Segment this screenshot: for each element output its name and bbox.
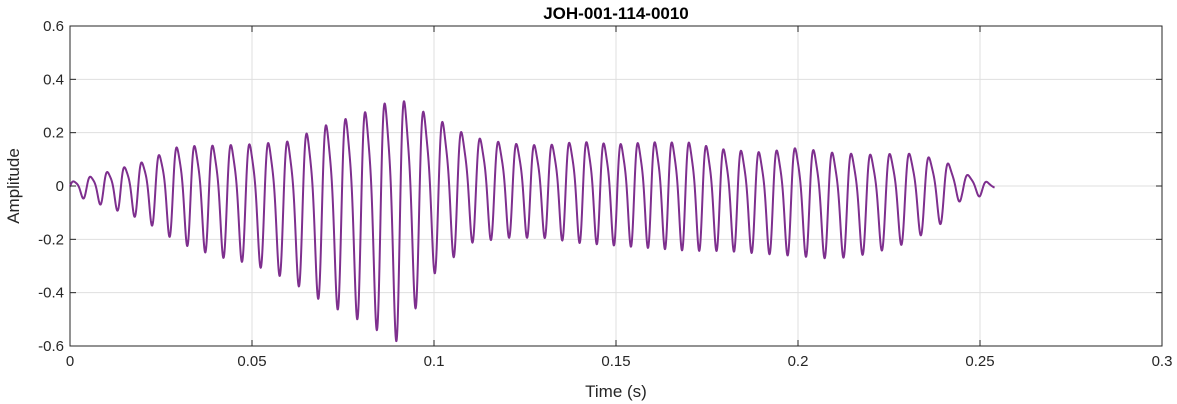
x-axis-label: Time (s) (585, 382, 647, 401)
x-tick-label: 0.3 (1152, 353, 1173, 370)
y-axis-label: Amplitude (4, 148, 23, 224)
y-tick-label: -0.4 (38, 285, 64, 302)
y-tick-label: -0.2 (38, 231, 64, 248)
y-tick-label: -0.6 (38, 338, 64, 355)
x-tick-label: 0.05 (237, 353, 266, 370)
x-tick-label: 0.25 (965, 353, 994, 370)
grid (70, 26, 1162, 346)
y-tick-label: 0.4 (43, 71, 64, 88)
y-tick-label: 0.2 (43, 125, 64, 142)
x-tick-label: 0.2 (788, 353, 809, 370)
x-tick-label: 0.1 (424, 353, 445, 370)
y-tick-label: 0 (56, 178, 64, 195)
x-axis-ticks: 0 0.05 0.1 0.15 0.2 0.25 0.3 (66, 26, 1173, 370)
y-tick-label: 0.6 (43, 18, 64, 35)
y-axis-ticks: -0.6 -0.4 -0.2 0 0.2 0.4 0.6 (38, 18, 1162, 355)
waveform-series-line (69, 100, 996, 343)
x-tick-label: 0.15 (601, 353, 630, 370)
chart-title: JOH-001-114-0010 (543, 4, 689, 23)
x-tick-label: 0 (66, 353, 74, 370)
